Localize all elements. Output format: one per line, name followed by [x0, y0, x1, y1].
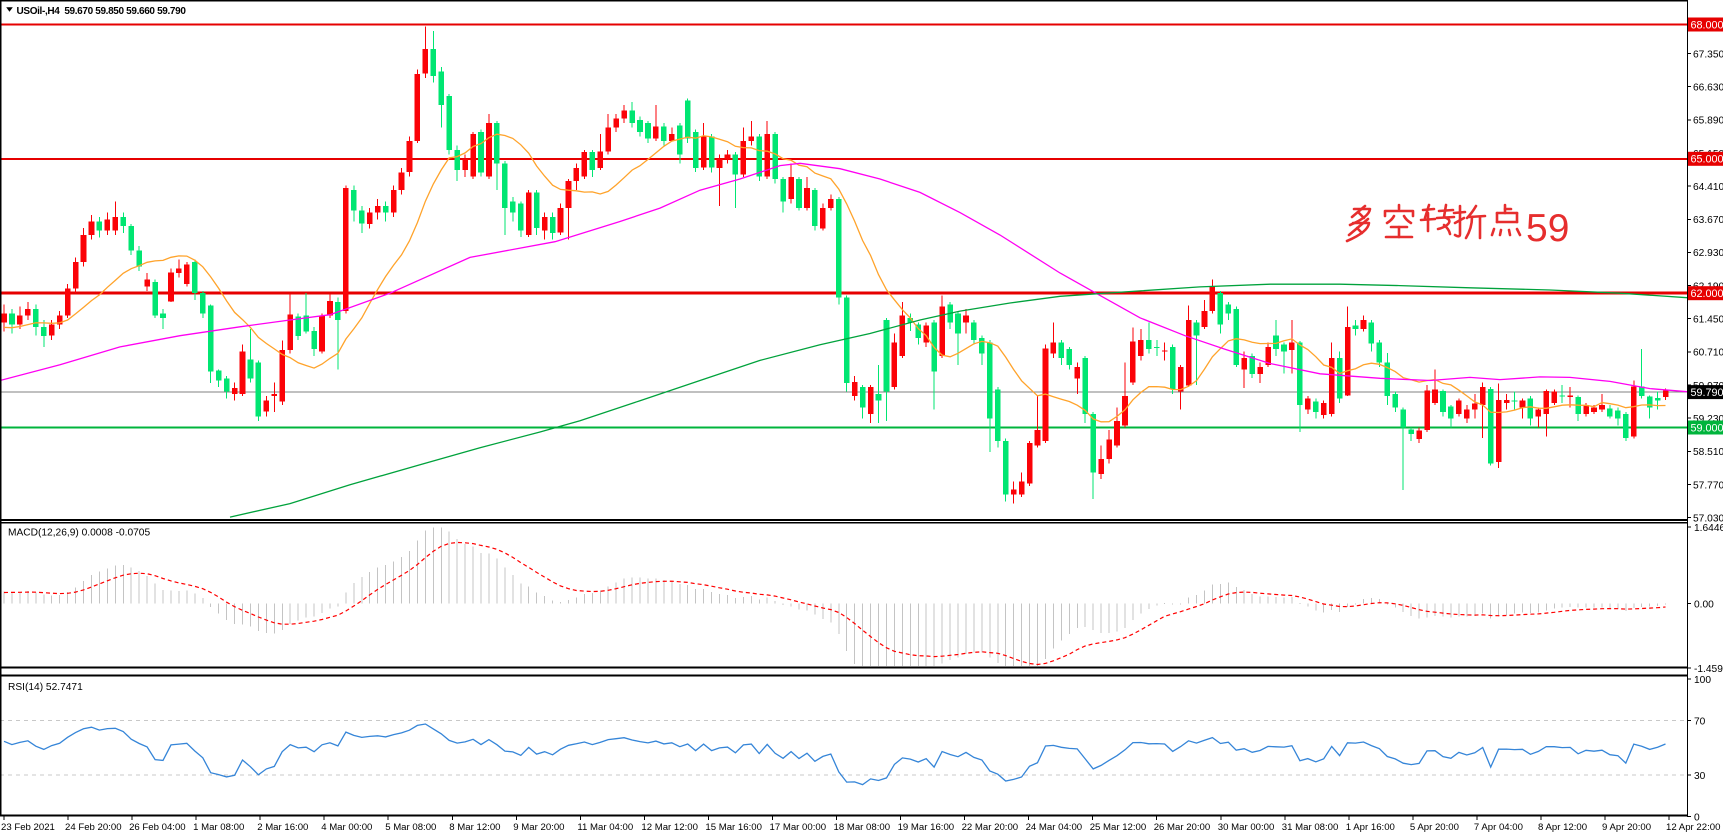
svg-text:65.000: 65.000: [1691, 154, 1723, 166]
svg-text:MACD(12,26,9) 0.0008 -0.0705: MACD(12,26,9) 0.0008 -0.0705: [8, 528, 150, 539]
svg-text:12 Mar 12:00: 12 Mar 12:00: [641, 822, 698, 833]
svg-text:1.6446: 1.6446: [1694, 523, 1723, 534]
svg-text:2 Mar 16:00: 2 Mar 16:00: [257, 822, 308, 833]
svg-text:8 Mar 12:00: 8 Mar 12:00: [449, 822, 500, 833]
svg-text:70: 70: [1694, 716, 1706, 727]
svg-text:15 Mar 16:00: 15 Mar 16:00: [705, 822, 762, 833]
svg-text:62.000: 62.000: [1691, 288, 1723, 300]
svg-text:60.710: 60.710: [1693, 348, 1723, 359]
svg-text:68.000: 68.000: [1691, 19, 1723, 31]
svg-text:63.670: 63.670: [1693, 215, 1723, 226]
svg-text:62.930: 62.930: [1693, 248, 1723, 259]
svg-text:USOil-,H4 59.670 59.850 59.66: USOil-,H4 59.670 59.850 59.660 59.790: [17, 6, 187, 17]
svg-text:4 Mar 00:00: 4 Mar 00:00: [321, 822, 372, 833]
svg-text:24 Mar 04:00: 24 Mar 04:00: [1026, 822, 1083, 833]
svg-text:57.770: 57.770: [1693, 480, 1723, 491]
svg-text:65.890: 65.890: [1693, 116, 1723, 127]
svg-text:59.790: 59.790: [1691, 387, 1723, 399]
svg-text:9 Apr 20:00: 9 Apr 20:00: [1602, 822, 1651, 833]
svg-text:67.350: 67.350: [1693, 49, 1723, 60]
svg-text:61.450: 61.450: [1693, 315, 1723, 326]
svg-text:RSI(14) 52.7471: RSI(14) 52.7471: [8, 682, 83, 693]
svg-text:17 Mar 00:00: 17 Mar 00:00: [770, 822, 827, 833]
svg-text:11 Mar 04:00: 11 Mar 04:00: [577, 822, 633, 833]
svg-text:26 Feb 04:00: 26 Feb 04:00: [129, 822, 186, 833]
svg-text:7 Apr 04:00: 7 Apr 04:00: [1474, 822, 1523, 833]
svg-text:100: 100: [1694, 675, 1711, 686]
svg-text:1 Mar 08:00: 1 Mar 08:00: [193, 822, 244, 833]
svg-text:22 Mar 20:00: 22 Mar 20:00: [962, 822, 1019, 833]
svg-text:59: 59: [1526, 207, 1569, 250]
svg-text:1 Apr 16:00: 1 Apr 16:00: [1346, 822, 1395, 833]
svg-text:66.630: 66.630: [1693, 83, 1723, 94]
svg-text:30 Mar 00:00: 30 Mar 00:00: [1218, 822, 1275, 833]
svg-text:24 Feb 20:00: 24 Feb 20:00: [65, 822, 122, 833]
svg-text:0.00: 0.00: [1694, 599, 1714, 610]
svg-text:25 Mar 12:00: 25 Mar 12:00: [1090, 822, 1147, 833]
svg-text:12 Apr 22:00: 12 Apr 22:00: [1666, 822, 1720, 833]
svg-text:5 Mar 08:00: 5 Mar 08:00: [385, 822, 436, 833]
svg-text:59.000: 59.000: [1691, 422, 1723, 434]
svg-text:31 Mar 08:00: 31 Mar 08:00: [1282, 822, 1339, 833]
svg-text:9 Mar 20:00: 9 Mar 20:00: [513, 822, 564, 833]
svg-text:23 Feb 2021: 23 Feb 2021: [1, 822, 55, 833]
svg-text:-1.4594: -1.4594: [1694, 664, 1723, 675]
svg-text:18 Mar 08:00: 18 Mar 08:00: [834, 822, 891, 833]
svg-text:64.410: 64.410: [1693, 182, 1723, 193]
svg-text:58.510: 58.510: [1693, 447, 1723, 458]
svg-text:30: 30: [1694, 771, 1706, 782]
svg-text:5 Apr 20:00: 5 Apr 20:00: [1410, 822, 1459, 833]
svg-text:19 Mar 16:00: 19 Mar 16:00: [898, 822, 955, 833]
svg-text:26 Mar 20:00: 26 Mar 20:00: [1154, 822, 1211, 833]
svg-text:8 Apr 12:00: 8 Apr 12:00: [1538, 822, 1587, 833]
